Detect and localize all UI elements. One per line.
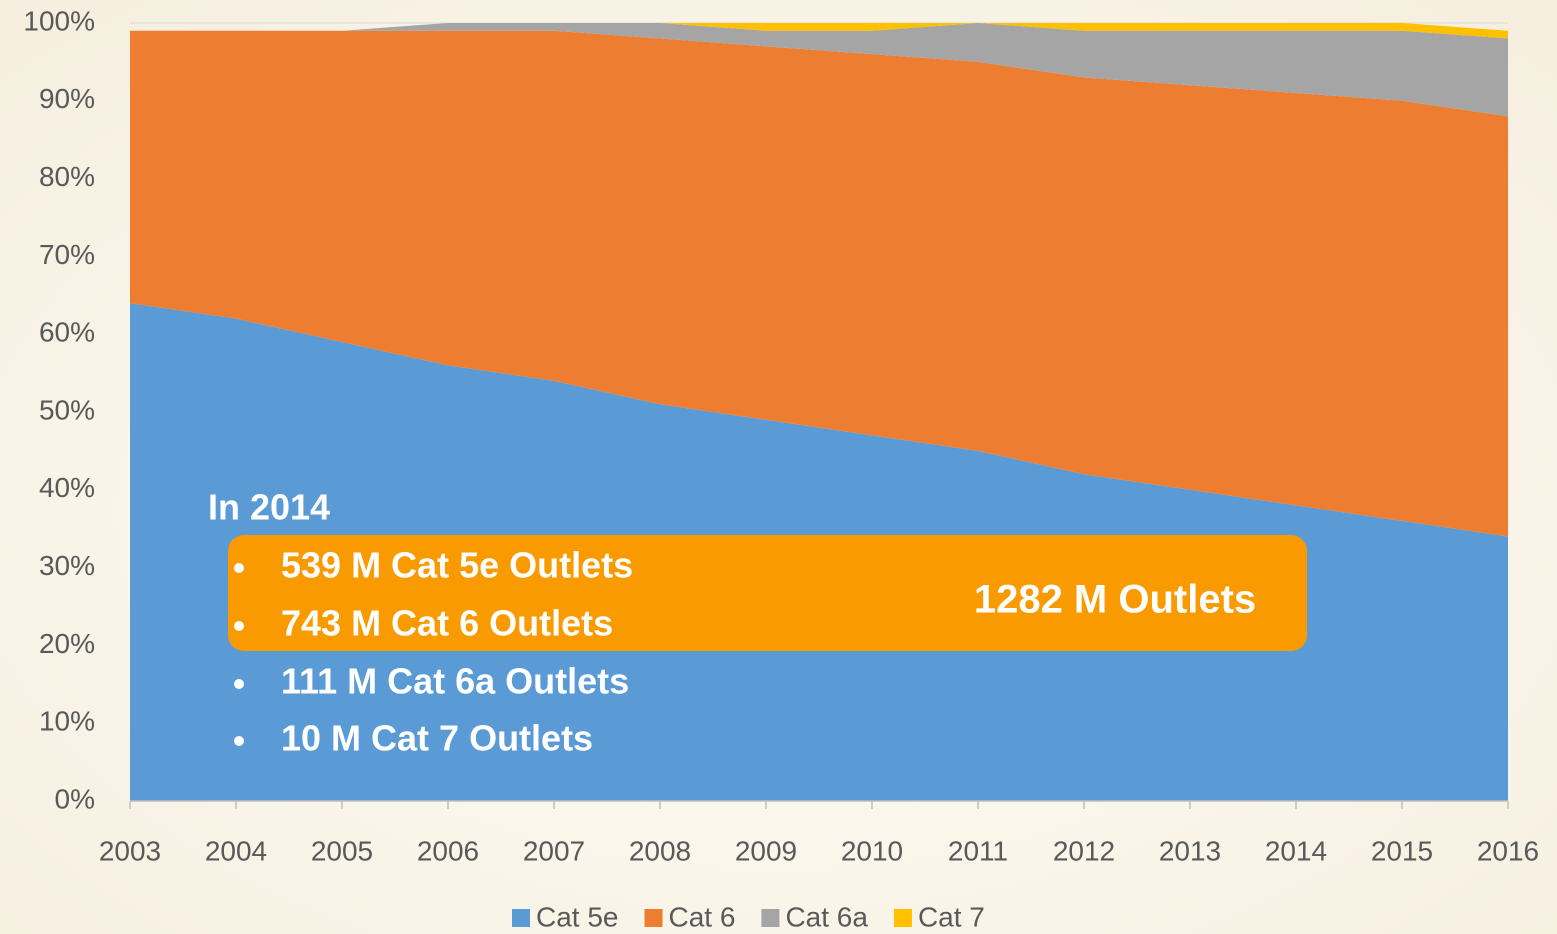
x-tick-label: 2012 <box>1053 835 1115 866</box>
annotation-bullet: 111 M Cat 6a Outlets <box>281 661 629 702</box>
legend-swatch <box>645 909 663 927</box>
x-tick-label: 2011 <box>948 835 1008 866</box>
y-tick-label: 80% <box>39 161 95 192</box>
annotation-total: 1282 M Outlets <box>974 578 1256 622</box>
y-tick-label: 40% <box>39 472 95 503</box>
x-tick-label: 2006 <box>417 835 479 866</box>
x-tick-label: 2009 <box>735 835 797 866</box>
legend-label: Cat 6 <box>669 901 736 932</box>
bullet <box>234 621 244 631</box>
annotation-bullet: 10 M Cat 7 Outlets <box>281 718 593 759</box>
annotation-bullet: 539 M Cat 5e Outlets <box>281 545 633 586</box>
y-tick-label: 30% <box>39 550 95 581</box>
annotation-heading: In 2014 <box>208 487 330 528</box>
chart: 0% 10% 20% 30% 40% 50% 60% 70% 80% 90% 100% 2003 200… <box>0 0 1557 934</box>
y-tick-label: 100% <box>23 5 95 36</box>
x-tick-label: 2007 <box>523 835 585 866</box>
x-tick-label: 2004 <box>205 835 267 866</box>
legend-label: Cat 6a <box>785 901 868 932</box>
legend-swatch <box>894 909 912 927</box>
legend-label: Cat 5e <box>536 901 619 932</box>
x-tick-label: 2013 <box>1159 835 1221 866</box>
y-tick-label: 60% <box>39 317 95 348</box>
bullet <box>234 736 244 746</box>
y-tick-label: 50% <box>39 394 95 425</box>
bullet <box>234 563 244 573</box>
x-tick-label: 2015 <box>1371 835 1433 866</box>
x-tick-label: 2016 <box>1477 835 1539 866</box>
y-tick-label: 0% <box>55 783 95 814</box>
annotation-bullet: 743 M Cat 6 Outlets <box>281 603 613 644</box>
legend-label: Cat 7 <box>918 901 985 932</box>
y-tick-label: 10% <box>39 706 95 737</box>
bullet <box>234 679 244 689</box>
x-tick-label: 2010 <box>841 835 903 866</box>
legend-swatch <box>512 909 530 927</box>
y-tick-label: 90% <box>39 83 95 114</box>
legend-swatch <box>761 909 779 927</box>
y-tick-label: 70% <box>39 239 95 270</box>
y-tick-label: 20% <box>39 628 95 659</box>
x-tick-label: 2014 <box>1265 835 1327 866</box>
x-tick-label: 2005 <box>311 835 373 866</box>
x-tick-label: 2003 <box>99 835 161 866</box>
x-tick-label: 2008 <box>629 835 691 866</box>
